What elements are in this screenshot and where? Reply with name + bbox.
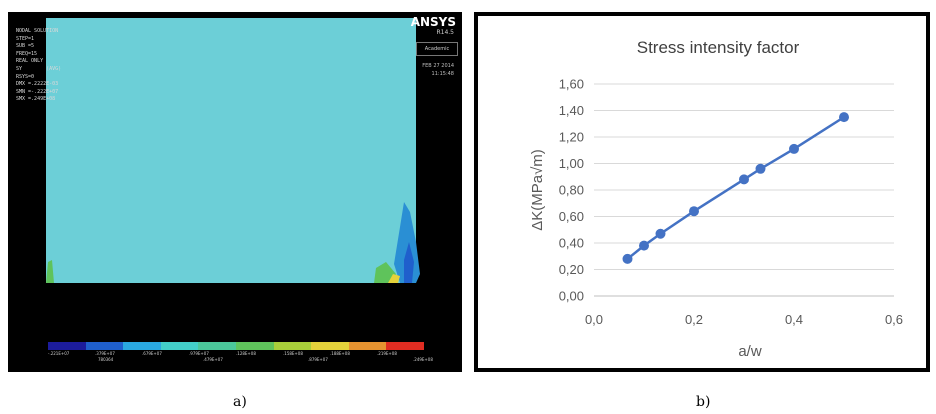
legend-label: .979E+07 <box>189 351 209 356</box>
x-tick-label: 0,4 <box>785 312 803 327</box>
stress-region-green <box>374 262 396 283</box>
legend-labels-top: -.221E+07 .379E+07 .679E+07 .979E+07 .128E+0… <box>48 351 424 357</box>
legend-swatch <box>348 342 387 350</box>
info-line: FREQ=15 <box>16 50 38 57</box>
x-tick-label: 0,2 <box>685 312 703 327</box>
caption-b: b) <box>696 394 711 410</box>
y-tick-label: 0,80 <box>559 183 584 198</box>
legend-label: .879E+07 <box>308 357 328 362</box>
legend-swatch <box>85 342 124 350</box>
y-axis-label: ΔK(MPa√m) <box>529 149 546 231</box>
chart-title: Stress intensity factor <box>637 38 800 57</box>
info-line: SMN =-.222E+07 <box>16 88 59 95</box>
legend-swatch <box>235 342 274 350</box>
y-tick-label: 1,00 <box>559 156 584 171</box>
data-point <box>689 206 699 217</box>
legend-label: .479E+07 <box>203 357 223 362</box>
info-line: SUB =5 <box>16 43 35 50</box>
stress-region-deep <box>404 242 414 283</box>
legend-swatch <box>311 342 349 350</box>
y-tick-label: 1,60 <box>559 77 584 92</box>
legend-label: .219E+08 <box>377 351 397 356</box>
legend-label: -.221E+07 <box>48 351 70 356</box>
stress-intensity-chart: Stress intensity factor 0,00 0,20 0,40 0,60 0… <box>474 12 930 372</box>
stress-region-left <box>46 260 54 283</box>
y-tick-label: 1,40 <box>559 103 584 118</box>
info-line: SMX =.249E+08 <box>16 96 56 103</box>
academic-badge: Academic <box>416 42 458 56</box>
legend-label: .249E+08 <box>413 357 433 362</box>
data-point <box>639 240 649 251</box>
result-info: NODAL SOLUTION STEP=1 SUB =5 FREQ=15 REAL ON… <box>16 28 61 104</box>
legend-swatch <box>123 342 161 350</box>
legend-label: .158E+08 <box>283 351 303 356</box>
y-tick-label: 0,60 <box>559 209 584 224</box>
legend-label: .379E+07 <box>95 351 115 356</box>
legend-label: .188E+08 <box>330 351 350 356</box>
data-point <box>755 163 766 174</box>
contour-legend: -.221E+07 .379E+07 .679E+07 .979E+07 .128E+0… <box>48 342 433 363</box>
y-tick-label: 0,20 <box>559 262 584 277</box>
chart-svg: Stress intensity factor 0,00 0,20 0,40 0,60 0… <box>529 38 903 360</box>
ansys-screenshot: NODAL SOLUTION STEP=1 SUB =5 FREQ=15 REAL ON… <box>8 12 462 372</box>
fea-contour-plot <box>46 18 420 283</box>
x-tick-label: 0,6 <box>885 312 903 327</box>
legend-swatch <box>160 342 199 350</box>
x-axis-label: a/w <box>738 343 762 360</box>
x-tick-label: 0,0 <box>585 312 603 327</box>
data-point <box>789 143 799 154</box>
ansys-version: R14.5 <box>436 29 454 36</box>
info-line: SY (AVG) <box>16 65 62 72</box>
legend-swatch <box>386 342 424 350</box>
legend-swatch <box>273 342 312 350</box>
legend-label: .679E+07 <box>142 351 162 356</box>
data-point <box>839 112 849 123</box>
info-line: NODAL SOLUTION <box>16 28 59 34</box>
info-line: REAL ONLY <box>16 58 44 65</box>
model-body <box>46 18 416 283</box>
y-tick-label: 1,20 <box>559 130 584 145</box>
stress-region-yellow <box>388 274 400 283</box>
legend-swatch <box>198 342 236 350</box>
data-point <box>739 174 749 185</box>
legend-label: 780364 <box>98 357 114 362</box>
y-tick-label: 0,00 <box>559 289 584 304</box>
data-point <box>622 253 633 264</box>
legend-label: .128E+08 <box>236 351 256 356</box>
info-line: DMX =.2222E-03 <box>16 81 59 88</box>
timestamp: FEB 27 2014 11:15:48 <box>422 63 454 77</box>
legend-color-bar <box>48 342 424 350</box>
legend-labels-bottom: 780364 .479E+07 .879E+07 .249E+08 <box>48 357 433 363</box>
data-point <box>655 228 666 239</box>
legend-swatch <box>48 342 86 350</box>
info-line: RSYS=0 <box>16 73 35 80</box>
caption-a: a) <box>233 394 247 410</box>
info-line: STEP=1 <box>16 35 35 42</box>
ansys-logo: ANSYS <box>410 15 456 29</box>
y-tick-label: 0,40 <box>559 236 584 251</box>
